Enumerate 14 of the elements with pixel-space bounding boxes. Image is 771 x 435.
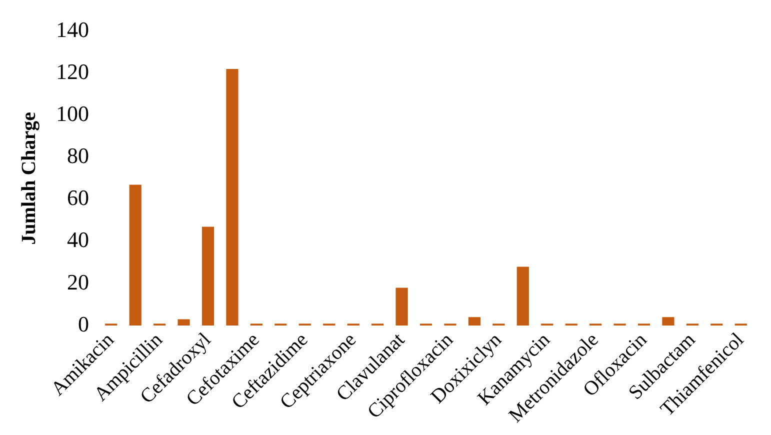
bar (202, 226, 214, 326)
bar (396, 288, 408, 326)
y-axis-title: Jumlah Charge (18, 112, 40, 245)
y-tick-label: 40 (67, 227, 89, 252)
bar (226, 69, 238, 326)
y-tick-label: 80 (67, 143, 89, 168)
y-tick-label: 20 (67, 269, 89, 294)
y-tick-label: 0 (78, 311, 89, 336)
y-tick-label: 120 (56, 59, 89, 84)
y-tick-label: 100 (56, 101, 89, 126)
y-tick-label: 60 (67, 185, 89, 210)
y-tick-label: 140 (56, 16, 89, 42)
bar (129, 184, 142, 326)
bar (516, 266, 529, 326)
